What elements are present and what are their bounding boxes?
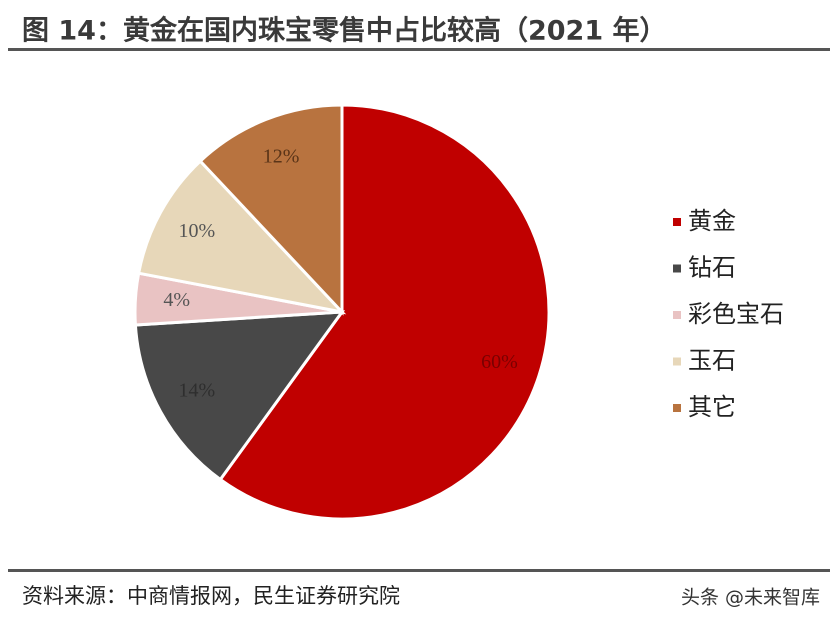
legend-label: 玉石 [688, 347, 736, 375]
legend-label: 黄金 [688, 207, 736, 235]
pie-slice [136, 158, 347, 315]
chart-title: 图 14：黄金在国内珠宝零售中占比较高（2021 年） [22, 15, 667, 47]
legend-label: 钻石 [688, 254, 736, 282]
legend-swatch [673, 264, 681, 273]
data-label: 12% [263, 146, 300, 168]
data-label: 4% [163, 289, 190, 311]
pie-slice [198, 103, 344, 316]
pie-slice [133, 310, 346, 482]
legend-swatch [673, 404, 681, 412]
pie-slice [218, 103, 551, 521]
legend-swatch [673, 311, 681, 319]
legend-swatch [673, 357, 681, 366]
source: 资料来源：中商情报网，民生证券研究院 [22, 584, 400, 608]
legend-label: 其它 [688, 393, 736, 421]
legend-swatch [673, 218, 681, 226]
watermark: 头条 @未来智库 [681, 587, 820, 609]
legend-label: 彩色宝石 [688, 300, 784, 328]
data-label: 10% [179, 220, 216, 242]
title-rule [8, 48, 830, 51]
data-label: 60% [481, 351, 518, 373]
data-label: 14% [179, 379, 216, 401]
footer-rule [8, 569, 830, 572]
